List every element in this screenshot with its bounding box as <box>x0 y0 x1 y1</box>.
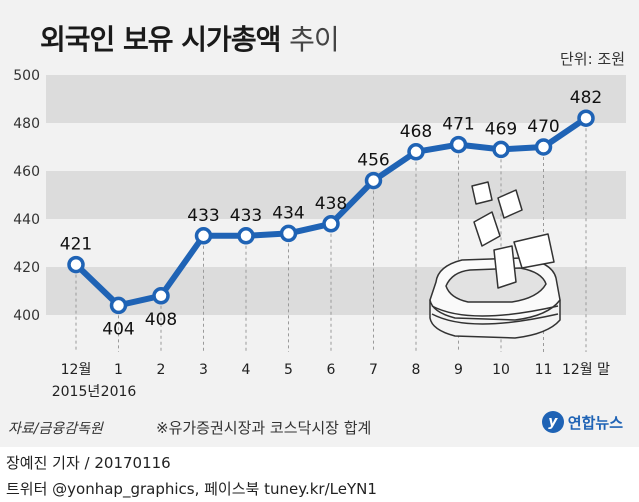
source-label: 자료/금융감독원 <box>8 421 103 437</box>
data-point <box>152 287 170 305</box>
chart-title: 외국인 보유 시가총액 추이 <box>40 18 340 58</box>
data-point <box>407 143 425 161</box>
y-tick-label: 400 <box>13 308 40 324</box>
unit-label: 단위: 조원 <box>559 50 625 68</box>
data-label: 421 <box>60 235 92 255</box>
x-tick-label: 6 <box>327 362 336 378</box>
x-tick-sublabel: 2016 <box>101 384 137 400</box>
box-line <box>431 313 559 325</box>
paper-sheet <box>493 245 517 289</box>
x-tick-label: 5 <box>284 362 293 378</box>
data-label: 471 <box>442 115 474 135</box>
y-tick-label: 480 <box>13 116 40 132</box>
x-tick-label: 12월 <box>61 362 92 378</box>
data-label: 433 <box>187 206 219 226</box>
data-label: 408 <box>145 310 177 330</box>
y-tick-label: 460 <box>13 164 40 180</box>
x-tick-sublabel: 2015년 <box>52 384 101 400</box>
data-point <box>279 224 298 243</box>
data-point <box>577 109 595 127</box>
y-tick-label: 440 <box>13 212 40 228</box>
paper-sheet <box>497 189 523 219</box>
footnote: ※유가증권시장과 코스닥시장 합계 <box>156 419 372 437</box>
x-tick-label: 3 <box>199 362 208 378</box>
data-label: 469 <box>485 119 517 139</box>
x-tick-label: 2 <box>157 362 166 378</box>
data-label: 468 <box>400 122 432 142</box>
logo-text: 연합뉴스 <box>567 413 623 432</box>
box-opening <box>445 267 547 303</box>
paper-sheet <box>513 233 555 269</box>
logo-mark-icon: y <box>541 411 564 433</box>
data-point <box>534 138 553 156</box>
data-point <box>237 227 255 245</box>
x-tick-label: 4 <box>242 362 251 378</box>
data-label: 404 <box>102 319 134 339</box>
x-tick-label: 7 <box>369 362 378 378</box>
yonhap-logo: y 연합뉴스 <box>541 411 623 433</box>
data-point <box>322 215 340 233</box>
data-point <box>449 135 468 154</box>
grid-band <box>46 75 626 123</box>
money-box-illustration <box>429 181 561 339</box>
title-suffix: 추이 <box>289 23 340 56</box>
box-line <box>431 305 559 317</box>
y-tick-label: 420 <box>13 260 40 276</box>
grid-band <box>46 171 626 219</box>
data-label: 482 <box>570 88 602 108</box>
data-point <box>364 171 383 190</box>
x-tick-label: 10 <box>492 362 510 378</box>
data-label: 438 <box>315 194 347 214</box>
data-label: 433 <box>230 206 262 226</box>
data-point <box>67 255 85 274</box>
credit-author: 장예진 기자 / 20170116 <box>6 454 171 472</box>
data-point <box>109 296 128 315</box>
data-label: 456 <box>357 151 389 171</box>
data-label: 470 <box>527 117 559 137</box>
data-point <box>492 140 510 159</box>
paper-sheet <box>471 181 493 205</box>
x-tick-label: 1 <box>114 362 123 378</box>
x-tick-label: 8 <box>412 362 421 378</box>
x-tick-label: 11 <box>535 362 553 378</box>
data-point <box>194 227 213 245</box>
credit-links: 트위터 @yonhap_graphics, 페이스북 tuney.kr/LeYN… <box>6 480 377 498</box>
x-tick-label: 12월 말 <box>562 362 610 378</box>
paper-sheet <box>473 211 501 247</box>
y-tick-label: 500 <box>13 68 40 84</box>
data-label: 434 <box>272 203 304 223</box>
x-tick-label: 9 <box>454 362 463 378</box>
title-main: 외국인 보유 시가총액 <box>40 23 281 56</box>
